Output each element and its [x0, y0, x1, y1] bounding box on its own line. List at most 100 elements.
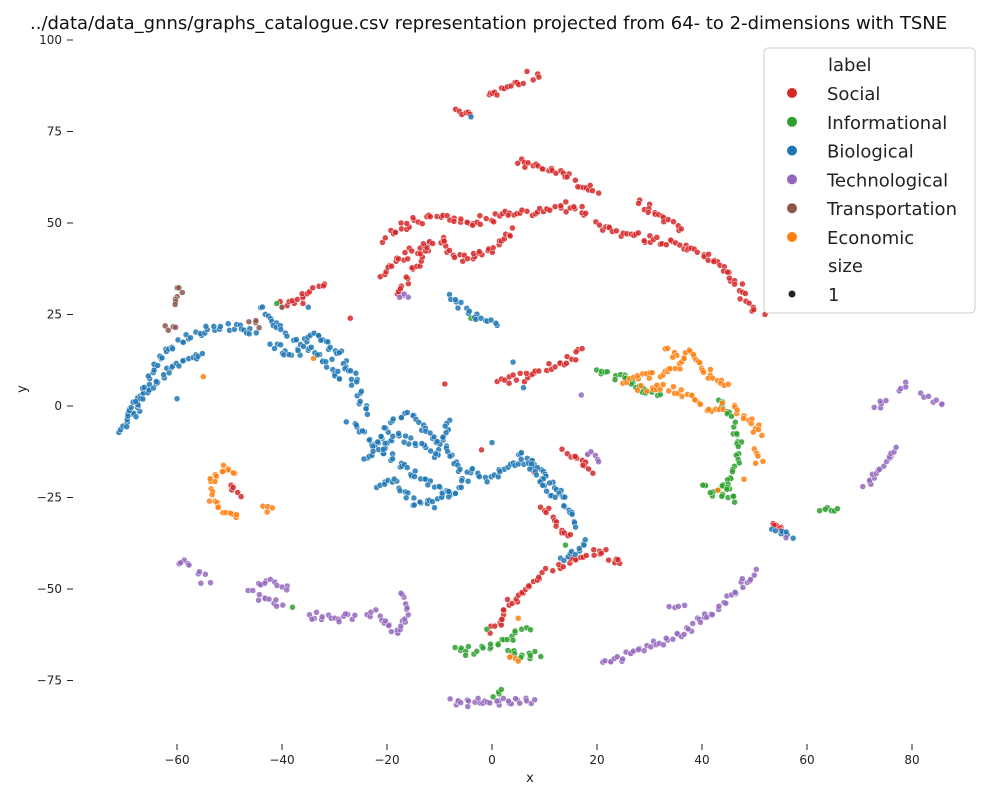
data-point — [696, 359, 704, 367]
data-point — [427, 213, 434, 220]
data-point — [640, 237, 648, 244]
data-point — [589, 187, 596, 194]
data-point — [506, 232, 514, 240]
data-point — [675, 603, 682, 610]
data-point — [715, 603, 723, 610]
data-point — [139, 395, 147, 403]
data-point — [457, 299, 465, 306]
data-point — [521, 164, 529, 171]
data-point — [452, 490, 459, 497]
data-point — [585, 465, 592, 473]
data-point — [750, 428, 757, 436]
legend-frame — [763, 47, 976, 314]
data-point — [731, 280, 738, 288]
data-point — [611, 376, 619, 383]
data-point — [582, 536, 589, 544]
data-point — [487, 316, 495, 324]
data-point — [759, 458, 767, 465]
data-point — [560, 502, 568, 510]
data-point — [456, 466, 464, 473]
y-axis-label: y — [15, 385, 30, 393]
data-point — [758, 432, 766, 439]
data-point — [537, 653, 545, 660]
data-point — [197, 579, 205, 587]
y-tick-label: 50 — [47, 216, 62, 230]
data-point — [446, 695, 454, 703]
data-point — [390, 475, 398, 483]
legend-entries: Social Informational Biological Technologic… — [787, 84, 957, 249]
data-point — [359, 427, 366, 435]
data-point — [245, 318, 253, 326]
data-point — [707, 489, 714, 496]
data-point — [590, 546, 597, 553]
data-point — [551, 363, 559, 371]
data-point — [430, 433, 438, 441]
data-point — [269, 504, 276, 512]
data-point — [278, 303, 286, 311]
data-point — [467, 113, 475, 121]
x-tick-label: 20 — [589, 753, 604, 767]
data-point — [293, 336, 300, 343]
data-point — [604, 368, 611, 375]
data-point — [509, 224, 516, 232]
data-point — [202, 323, 210, 330]
data-point — [477, 221, 484, 228]
y-tick-label: −50 — [37, 582, 62, 596]
data-point — [680, 631, 688, 638]
legend-marker — [787, 88, 797, 98]
data-point — [676, 241, 684, 249]
data-point — [572, 356, 580, 364]
data-point — [334, 368, 342, 375]
data-point — [667, 236, 674, 244]
data-point — [294, 296, 301, 303]
data-point — [177, 559, 184, 567]
data-point — [514, 160, 521, 167]
data-point — [747, 420, 755, 427]
data-point — [578, 345, 586, 352]
data-point — [882, 397, 890, 404]
data-point — [392, 229, 399, 236]
data-point — [446, 247, 453, 254]
data-point — [411, 501, 418, 509]
data-point — [709, 611, 716, 618]
data-point — [669, 353, 676, 361]
data-point — [509, 358, 517, 366]
data-point — [140, 384, 148, 391]
data-point — [933, 396, 940, 404]
data-point — [572, 348, 580, 356]
data-point — [595, 458, 602, 465]
data-point — [697, 619, 704, 626]
legend-size-marker — [788, 290, 796, 298]
data-point — [509, 636, 517, 644]
x-tick-label: −20 — [374, 753, 399, 767]
data-point — [552, 522, 560, 530]
data-point — [469, 465, 476, 472]
data-point — [210, 323, 218, 330]
data-point — [726, 274, 733, 282]
data-point — [542, 565, 549, 572]
data-point — [531, 648, 539, 655]
data-point — [782, 534, 790, 542]
data-point — [452, 296, 459, 303]
data-point — [587, 448, 595, 456]
data-point — [816, 507, 823, 514]
data-point — [213, 472, 220, 480]
data-point — [397, 589, 405, 597]
data-point — [518, 449, 525, 456]
data-point — [561, 493, 569, 501]
data-point — [396, 294, 403, 301]
data-point — [271, 345, 278, 352]
data-point — [705, 251, 712, 258]
data-point — [277, 341, 284, 349]
data-point — [124, 412, 132, 420]
data-point — [511, 627, 519, 635]
data-point — [208, 491, 216, 498]
data-point — [175, 284, 183, 292]
data-point — [255, 596, 262, 604]
data-point — [326, 344, 334, 351]
data-point — [187, 334, 194, 342]
data-point — [535, 367, 543, 375]
y-axis: −75 −50 −25 0 25 50 75 100 — [37, 33, 73, 688]
data-point — [381, 440, 389, 447]
data-point — [454, 304, 462, 312]
